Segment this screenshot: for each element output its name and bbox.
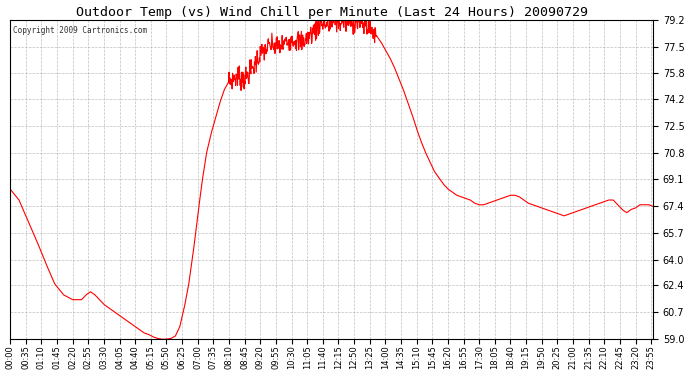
Title: Outdoor Temp (vs) Wind Chill per Minute (Last 24 Hours) 20090729: Outdoor Temp (vs) Wind Chill per Minute … [75,6,587,18]
Text: Copyright 2009 Cartronics.com: Copyright 2009 Cartronics.com [13,26,148,35]
